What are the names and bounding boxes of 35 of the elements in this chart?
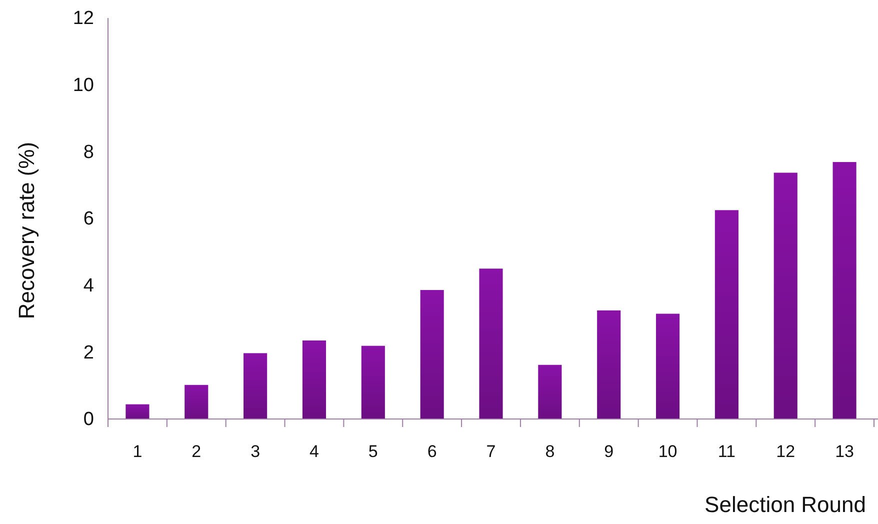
bar bbox=[126, 404, 150, 419]
x-tick-label: 8 bbox=[545, 442, 555, 462]
x-tick-label: 5 bbox=[368, 442, 378, 462]
bar bbox=[714, 210, 738, 419]
x-tick-label: 7 bbox=[486, 442, 496, 462]
bar bbox=[597, 310, 621, 419]
bar bbox=[774, 172, 798, 419]
y-tick-label: 8 bbox=[83, 142, 94, 163]
y-tick-label: 6 bbox=[83, 208, 94, 230]
x-tick-label: 4 bbox=[309, 442, 319, 462]
bar bbox=[244, 353, 268, 419]
bar bbox=[656, 314, 680, 419]
bar bbox=[302, 340, 326, 419]
x-tick-label: 2 bbox=[192, 442, 202, 462]
x-tick-label: 6 bbox=[427, 442, 437, 462]
y-axis-title: Recovery rate (%) bbox=[14, 142, 39, 320]
x-tick-label: 12 bbox=[776, 442, 796, 462]
x-tick-label: 9 bbox=[604, 442, 614, 462]
x-tick-label: 10 bbox=[658, 442, 678, 462]
x-axis-title: Selection Round bbox=[704, 492, 866, 517]
x-tick-label: 1 bbox=[132, 442, 142, 462]
x-tick-label: 3 bbox=[250, 442, 260, 462]
x-tick-label: 11 bbox=[718, 442, 736, 462]
y-tick-label: 2 bbox=[83, 342, 94, 364]
bar bbox=[184, 384, 208, 419]
bar bbox=[538, 364, 562, 419]
y-tick-label: 0 bbox=[83, 409, 94, 430]
bar bbox=[361, 346, 385, 419]
x-tick-label: 13 bbox=[835, 442, 854, 462]
y-tick-label: 10 bbox=[72, 74, 94, 96]
y-tick-label: 4 bbox=[83, 275, 94, 296]
bar bbox=[420, 290, 444, 419]
bar bbox=[832, 162, 856, 419]
y-tick-label: 12 bbox=[72, 8, 94, 30]
bar bbox=[479, 268, 503, 419]
